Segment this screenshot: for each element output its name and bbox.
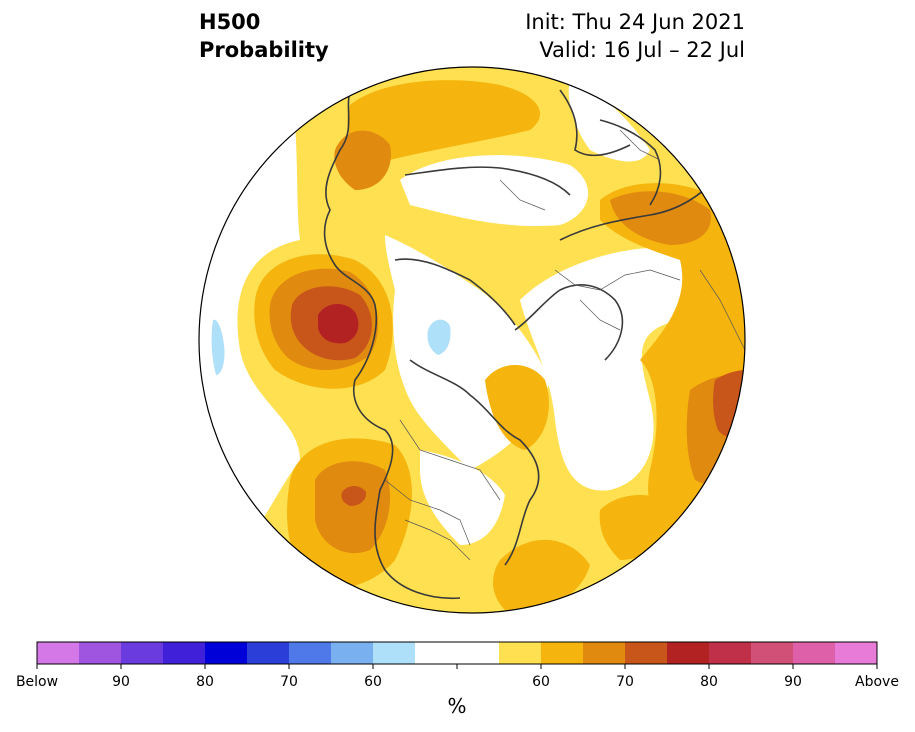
- colorbar-tick-label: 70: [280, 674, 298, 690]
- canada-blue-spot: [427, 319, 451, 355]
- colorbar-tick-label: 60: [364, 674, 382, 690]
- valid-range-label: Valid: 16 Jul – 22 Jul: [539, 38, 745, 62]
- coastlines: [323, 89, 716, 600]
- probability-field: [199, 67, 745, 613]
- central-asia-redorange-area: [713, 370, 745, 438]
- colorbar-cells: [37, 642, 878, 664]
- pacific-blue-strip: [211, 319, 225, 375]
- colorbar-tick-label: Below: [15, 674, 59, 690]
- colorbar-unit-label: %: [447, 694, 467, 718]
- product-label: Probability: [199, 38, 329, 62]
- colorbar-tick-label: Above: [855, 674, 899, 690]
- colorbar-tick-label: 90: [784, 674, 802, 690]
- colorbar-cell: [331, 642, 374, 664]
- colorbar-cell: [583, 642, 626, 664]
- colorbar-cell: [37, 642, 80, 664]
- colorbar-tick-label: 60: [532, 674, 550, 690]
- init-date-label: Init: Thu 24 Jun 2021: [525, 10, 745, 34]
- colorbar: [36, 641, 878, 669]
- colorbar-cell: [625, 642, 668, 664]
- colorbar-cell: [793, 642, 836, 664]
- colorbar-cell: [457, 642, 500, 664]
- colorbar-tick-label: 70: [616, 674, 634, 690]
- globe-outline: [198, 66, 746, 614]
- colorbar-tick-label: 80: [196, 674, 214, 690]
- western-us-orange-area: [315, 461, 390, 554]
- colorbar-cell: [751, 642, 794, 664]
- colorbar-tick-label: 90: [112, 674, 130, 690]
- colorbar-cell: [499, 642, 542, 664]
- europe-white-area: [520, 247, 709, 491]
- siberia-gold-area: [347, 80, 540, 160]
- country-borders: [384, 129, 745, 561]
- polar-map: [198, 66, 746, 614]
- colorbar-cell: [289, 642, 332, 664]
- arabia-gold-area: [599, 495, 680, 560]
- map-title-right: Init: Thu 24 Jun 2021 Valid: 16 Jul – 22…: [525, 8, 745, 64]
- map-title-left: H500 Probability: [199, 8, 329, 64]
- western-us-redorange-spot: [341, 486, 367, 506]
- colorbar-ticks: [36, 664, 878, 669]
- colorbar-cell: [415, 642, 458, 664]
- colorbar-cell: [163, 642, 206, 664]
- colorbar-cell: [247, 642, 290, 664]
- colorbar-tick-label: 80: [700, 674, 718, 690]
- variable-label: H500: [199, 10, 261, 34]
- pacific-red-core: [318, 304, 359, 344]
- colorbar-cell: [667, 642, 710, 664]
- siberia-orange-area: [334, 130, 391, 190]
- atlantic-gold-area: [485, 365, 549, 450]
- great-lakes-white-area: [420, 450, 505, 545]
- east-asia-orange-area: [610, 191, 711, 245]
- northeast-white-area: [568, 80, 650, 162]
- colorbar-cell: [835, 642, 878, 664]
- colorbar-cell: [541, 642, 584, 664]
- colorbar-cell: [205, 642, 248, 664]
- colorbar-cell: [709, 642, 752, 664]
- colorbar-cell: [373, 642, 416, 664]
- colorbar-cell: [79, 642, 122, 664]
- colorbar-cell: [121, 642, 164, 664]
- southeast-gold-area: [493, 539, 590, 611]
